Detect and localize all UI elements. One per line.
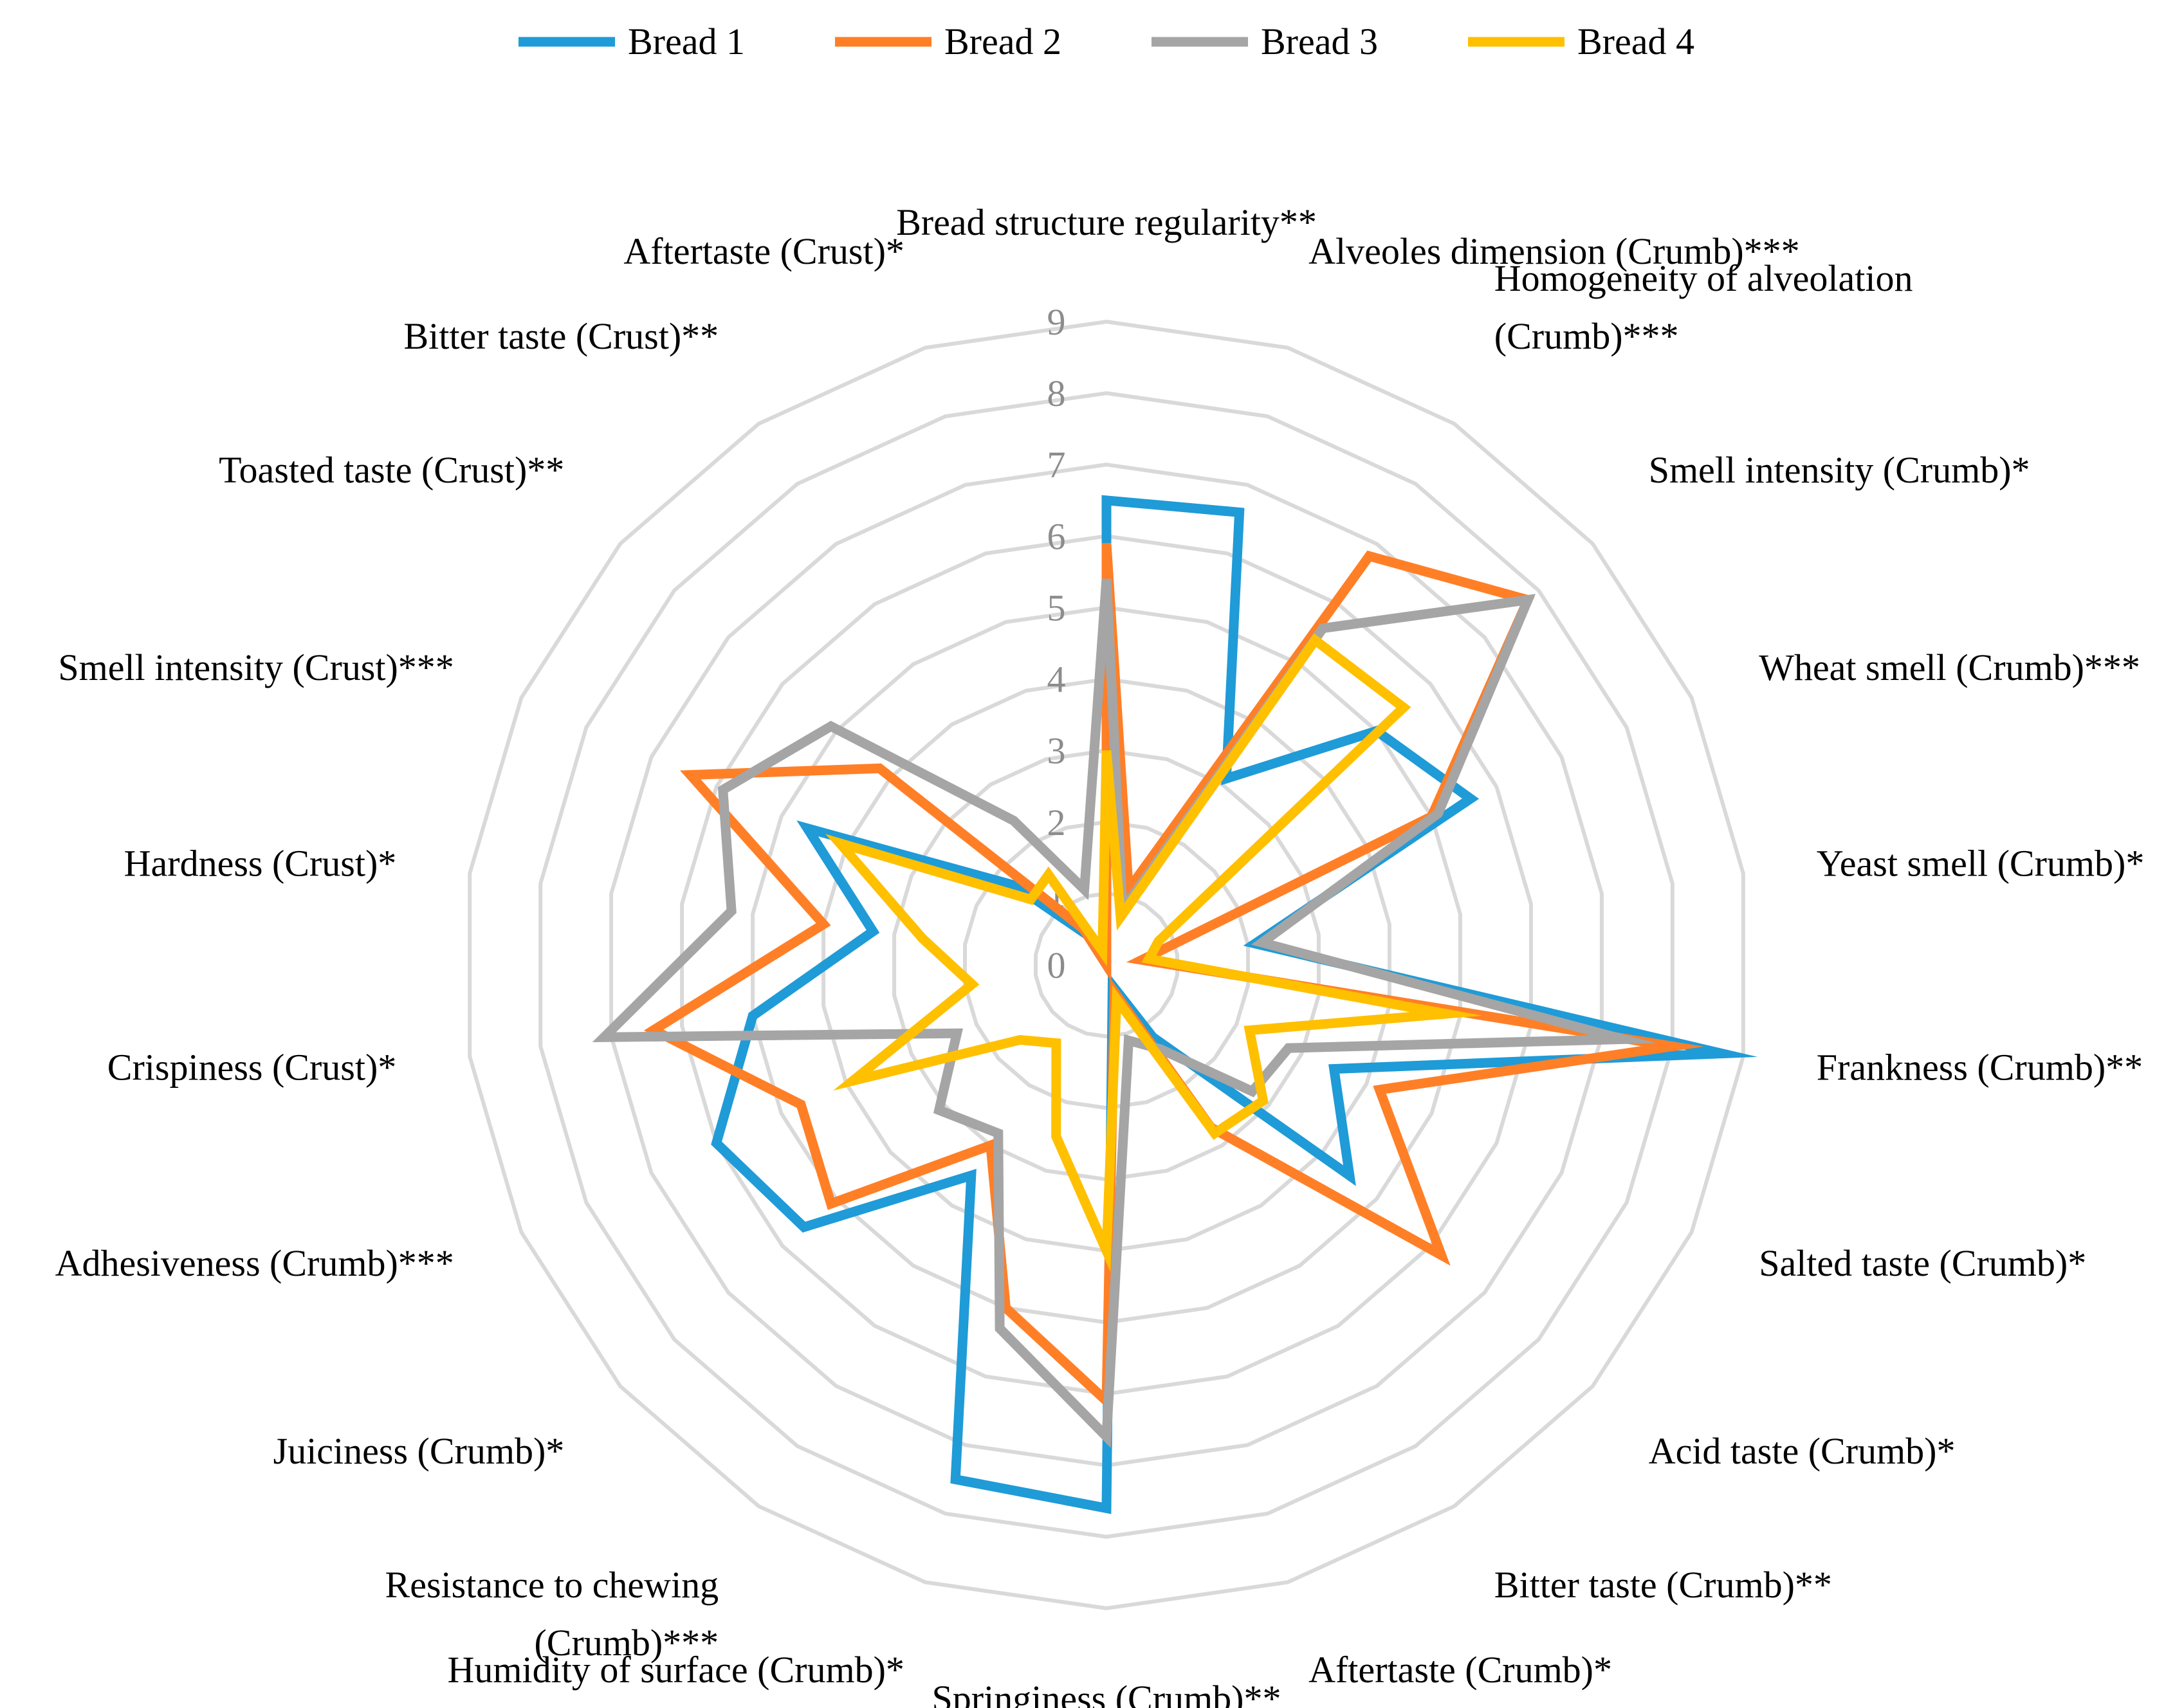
legend-item-bread-1: Bread 1 (518, 21, 745, 62)
axis-label: Wheat smell (Crumb)*** (1759, 647, 2140, 688)
legend-label: Bread 3 (1261, 21, 1378, 62)
tick-label: 5 (1047, 587, 1066, 629)
legend-label: Bread 4 (1577, 21, 1694, 62)
axis-label: Adhesiveness (Crumb)*** (55, 1242, 454, 1284)
tick-label: 0 (1047, 944, 1066, 986)
tick-label: 2 (1047, 802, 1066, 843)
series-line-bread-2 (643, 542, 1704, 1412)
axis-label: Bitter taste (Crust)** (404, 315, 719, 357)
grid-ring-8 (538, 391, 1675, 1539)
axis-label: Frankness (Crumb)** (1817, 1047, 2143, 1088)
axis-label: Juiciness (Crumb)* (273, 1430, 565, 1472)
axis-label: Toasted taste (Crust)** (219, 449, 564, 491)
tick-label: 7 (1047, 444, 1066, 486)
axis-label: Smell intensity (Crumb)* (1649, 449, 2030, 491)
legend-label: Bread 2 (944, 21, 1061, 62)
axis-label: Crispiness (Crust)* (107, 1047, 397, 1088)
series-lines (592, 495, 1758, 1514)
axis-label: Alveoles dimension (Crumb)*** (1308, 230, 1800, 272)
legend-item-bread-4: Bread 4 (1468, 21, 1694, 62)
axis-label: Bitter taste (Crumb)** (1494, 1564, 1832, 1606)
axis-label: Resistance to chewing (Crumb)*** (385, 1564, 719, 1664)
tick-label: 3 (1047, 730, 1066, 772)
axis-label: Smell intensity (Crust)*** (58, 647, 454, 688)
legend: Bread 1 Bread 2 Bread 3 Bread 4 (518, 21, 1694, 62)
axis-label: Aftertaste (Crust)* (623, 230, 904, 272)
axis-labels: Bread structure regularity**Alveoles dim… (55, 201, 2145, 1708)
axis-label: Humidity of surface (Crumb)* (448, 1649, 904, 1691)
legend-item-bread-2: Bread 2 (835, 21, 1061, 62)
legend-label: Bread 1 (628, 21, 745, 62)
series-line-bread-3 (592, 578, 1656, 1448)
axis-label: Homogeneity of alveolation (Crumb)*** (1494, 257, 1913, 357)
axis-label: Salted taste (Crumb)* (1759, 1242, 2086, 1284)
axis-label: Yeast smell (Crumb)* (1817, 842, 2145, 884)
legend-item-bread-3: Bread 3 (1152, 21, 1378, 62)
axis-label: Acid taste (Crumb)* (1649, 1430, 1956, 1472)
series-line-bread-4 (825, 633, 1483, 1272)
grid-ring-9 (468, 319, 1745, 1611)
tick-label: 9 (1047, 301, 1066, 343)
tick-label: 8 (1047, 372, 1066, 414)
tick-label: 4 (1047, 659, 1066, 701)
axis-label: Hardness (Crust)* (124, 842, 397, 884)
axis-label: Springiness (Crumb)** (932, 1678, 1281, 1708)
series-line-bread-1 (711, 495, 1758, 1514)
axis-label: Aftertaste (Crumb)* (1308, 1649, 1612, 1691)
axis-label: Bread structure regularity** (896, 201, 1317, 243)
tick-label: 6 (1047, 515, 1066, 557)
